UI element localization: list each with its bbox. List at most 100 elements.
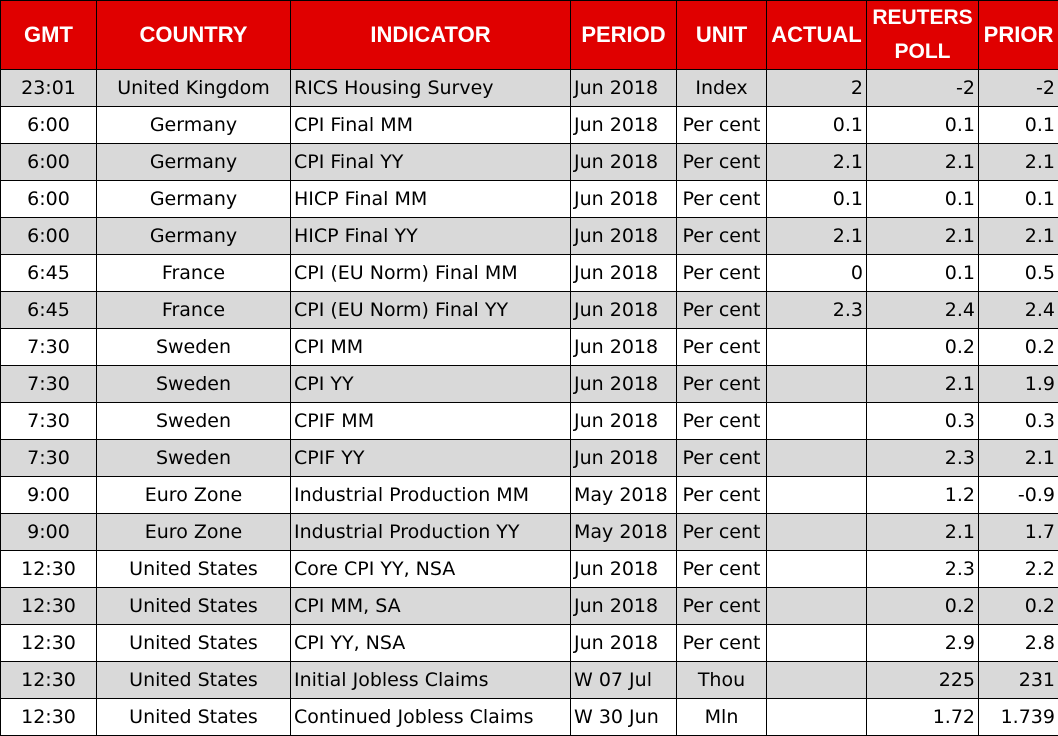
- table-cell: [767, 625, 867, 662]
- table-cell: 2.1: [767, 218, 867, 255]
- table-cell: Euro Zone: [97, 514, 291, 551]
- table-cell: HICP Final YY: [291, 218, 571, 255]
- table-cell: Jun 2018: [571, 403, 677, 440]
- table-cell: 9:00: [1, 477, 97, 514]
- table-cell: 2.2: [979, 551, 1058, 588]
- column-header: ACTUAL: [767, 1, 867, 70]
- table-cell: 2.4: [867, 292, 979, 329]
- table-cell: 6:45: [1, 292, 97, 329]
- table-cell: W 30 Jun: [571, 699, 677, 736]
- table-cell: -0.9: [979, 477, 1058, 514]
- table-cell: 0.2: [867, 588, 979, 625]
- table-cell: 12:30: [1, 551, 97, 588]
- table-cell: 7:30: [1, 329, 97, 366]
- table-cell: 1.7: [979, 514, 1058, 551]
- table-cell: CPI MM: [291, 329, 571, 366]
- table-cell: 6:00: [1, 144, 97, 181]
- table-cell: United Kingdom: [97, 70, 291, 107]
- column-header: PRIOR: [979, 1, 1058, 70]
- table-cell: Jun 2018: [571, 440, 677, 477]
- table-cell: Per cent: [677, 477, 767, 514]
- table-cell: 23:01: [1, 70, 97, 107]
- table-cell: -2: [979, 70, 1058, 107]
- table-cell: 7:30: [1, 366, 97, 403]
- table-cell: Jun 2018: [571, 181, 677, 218]
- table-cell: Jun 2018: [571, 329, 677, 366]
- table-cell: 2.4: [979, 292, 1058, 329]
- table-cell: 2.3: [767, 292, 867, 329]
- table-cell: France: [97, 255, 291, 292]
- table-cell: 0.1: [867, 181, 979, 218]
- table-cell: Germany: [97, 144, 291, 181]
- table-cell: 2.1: [979, 144, 1058, 181]
- table-cell: Jun 2018: [571, 588, 677, 625]
- table-cell: CPI Final MM: [291, 107, 571, 144]
- table-cell: 0.1: [867, 107, 979, 144]
- table-cell: Initial Jobless Claims: [291, 662, 571, 699]
- table-cell: Core CPI YY, NSA: [291, 551, 571, 588]
- table-cell: United States: [97, 551, 291, 588]
- table-cell: [767, 699, 867, 736]
- table-cell: Jun 2018: [571, 70, 677, 107]
- column-header: PERIOD: [571, 1, 677, 70]
- table-cell: [767, 440, 867, 477]
- table-cell: Per cent: [677, 551, 767, 588]
- table-cell: CPI Final YY: [291, 144, 571, 181]
- table-cell: 0.3: [979, 403, 1058, 440]
- column-header: UNIT: [677, 1, 767, 70]
- column-header: COUNTRY: [97, 1, 291, 70]
- table-cell: -2: [867, 70, 979, 107]
- table-cell: CPIF YY: [291, 440, 571, 477]
- column-header: INDICATOR: [291, 1, 571, 70]
- table-cell: United States: [97, 662, 291, 699]
- table-cell: 0.2: [867, 329, 979, 366]
- table-cell: Per cent: [677, 292, 767, 329]
- table-cell: Sweden: [97, 329, 291, 366]
- table-cell: 0: [767, 255, 867, 292]
- table-cell: 2.1: [867, 218, 979, 255]
- table-cell: Per cent: [677, 440, 767, 477]
- table-cell: Thou: [677, 662, 767, 699]
- table-cell: Jun 2018: [571, 107, 677, 144]
- table-cell: Germany: [97, 107, 291, 144]
- table-cell: Per cent: [677, 255, 767, 292]
- table-cell: 1.72: [867, 699, 979, 736]
- table-cell: Jun 2018: [571, 144, 677, 181]
- table-cell: 6:00: [1, 107, 97, 144]
- table-cell: Germany: [97, 218, 291, 255]
- table-cell: Index: [677, 70, 767, 107]
- table-cell: 0.2: [979, 588, 1058, 625]
- table-cell: CPIF MM: [291, 403, 571, 440]
- table-cell: [767, 551, 867, 588]
- table-cell: 2.8: [979, 625, 1058, 662]
- table-cell: Sweden: [97, 366, 291, 403]
- table-cell: [767, 588, 867, 625]
- table-cell: 0.1: [767, 181, 867, 218]
- table-cell: 2.1: [867, 366, 979, 403]
- table-cell: [767, 662, 867, 699]
- table-cell: Industrial Production MM: [291, 477, 571, 514]
- table-cell: [767, 514, 867, 551]
- table-cell: Euro Zone: [97, 477, 291, 514]
- table-cell: Jun 2018: [571, 551, 677, 588]
- table-cell: United States: [97, 699, 291, 736]
- table-cell: Per cent: [677, 403, 767, 440]
- table-cell: 1.9: [979, 366, 1058, 403]
- table-cell: Jun 2018: [571, 218, 677, 255]
- table-cell: 2.1: [979, 440, 1058, 477]
- table-cell: 0.3: [867, 403, 979, 440]
